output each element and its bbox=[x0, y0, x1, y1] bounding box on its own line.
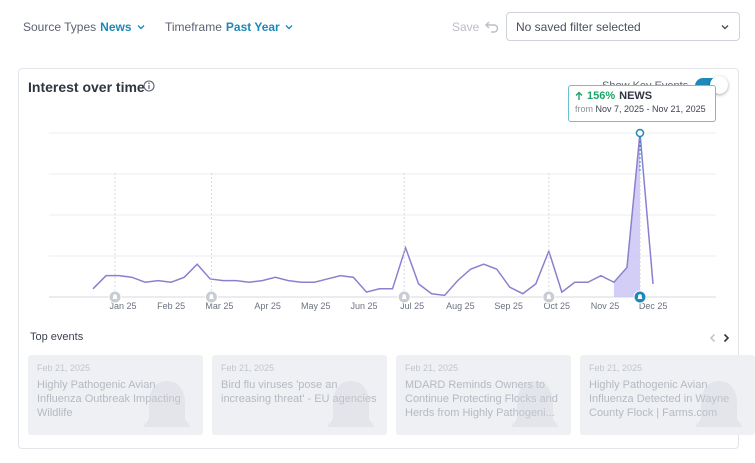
tooltip-from-label: from bbox=[575, 104, 593, 114]
event-date: Feb 21, 2025 bbox=[589, 363, 643, 373]
event-title: Highly Pathogenic Avian Influenza Detect… bbox=[589, 379, 730, 419]
x-tick-label: Nov 25 bbox=[591, 301, 620, 311]
x-tick-label: Jan 25 bbox=[109, 301, 136, 311]
event-image bbox=[695, 381, 743, 427]
event-date: Feb 21, 2025 bbox=[221, 363, 275, 373]
interest-line-chart: Jan 25 Feb 25 Mar 25 Apr 25 May 25 Jun 25 Jul … bbox=[49, 128, 716, 311]
source-types-label: Source Types bbox=[23, 20, 97, 34]
bell-icon bbox=[112, 294, 118, 299]
x-tick-label: Jul 25 bbox=[400, 301, 424, 311]
highlight-point bbox=[635, 128, 645, 138]
x-tick-label: Mar 25 bbox=[205, 301, 233, 311]
timeframe-label: Timeframe bbox=[165, 20, 222, 34]
save-button[interactable]: Save bbox=[452, 20, 480, 34]
x-tick-label: Oct 25 bbox=[544, 301, 571, 311]
prev-page-icon[interactable] bbox=[707, 332, 719, 344]
undo-icon[interactable] bbox=[484, 18, 500, 34]
event-image bbox=[143, 381, 191, 427]
saved-filter-value: No saved filter selected bbox=[516, 19, 641, 34]
timeframe-value: Past Year bbox=[225, 20, 280, 34]
event-card[interactable]: Feb 21, 2025 MDARD Reminds Owners to Con… bbox=[396, 355, 571, 435]
highlight-area bbox=[613, 133, 640, 297]
event-title: Highly Pathogenic Avian Influenza Outbre… bbox=[37, 379, 181, 419]
timeframe-filter[interactable]: Timeframe Past Year bbox=[165, 20, 294, 34]
x-tick-label: Dec 25 bbox=[639, 301, 668, 311]
chevron-down-icon bbox=[721, 24, 729, 29]
bell-icon bbox=[637, 294, 643, 299]
next-page-icon[interactable] bbox=[720, 332, 732, 344]
interest-over-time-card: Interest over time Show Key Events Jan 2… bbox=[18, 68, 755, 449]
x-tick-label: Aug 25 bbox=[446, 301, 475, 311]
event-image bbox=[511, 381, 559, 427]
event-date: Feb 21, 2025 bbox=[37, 363, 91, 373]
bell-icon bbox=[546, 294, 552, 299]
event-date: Feb 21, 2025 bbox=[405, 363, 459, 373]
tooltip-series: NEWS bbox=[619, 90, 653, 102]
source-types-value: News bbox=[100, 20, 132, 34]
event-card[interactable]: Feb 21, 2025 Highly Pathogenic Avian Inf… bbox=[28, 355, 203, 435]
x-tick-label: Feb 25 bbox=[157, 301, 185, 311]
tooltip-range: Nov 7, 2025 - Nov 21, 2025 bbox=[595, 104, 706, 114]
bell-icon bbox=[401, 294, 407, 299]
series-line bbox=[92, 132, 654, 297]
saved-filter-select[interactable]: No saved filter selected bbox=[506, 12, 740, 41]
info-icon[interactable] bbox=[143, 80, 155, 92]
x-tick-label: Jun 25 bbox=[350, 301, 377, 311]
event-card[interactable]: Feb 21, 2025 Highly Pathogenic Avian Inf… bbox=[580, 355, 755, 435]
filter-bar: Source Types News Timeframe Past Year Sa… bbox=[0, 0, 755, 58]
event-title: MDARD Reminds Owners to Continue Protect… bbox=[405, 379, 558, 419]
chart-tooltip: 156% NEWS from Nov 7, 2025 - Nov 21, 202… bbox=[568, 85, 716, 122]
x-tick-label: May 25 bbox=[301, 301, 331, 311]
bell-icon bbox=[208, 294, 214, 299]
top-events-title: Top events bbox=[30, 331, 84, 343]
event-card[interactable]: Feb 21, 2025 Bird flu viruses 'pose an i… bbox=[212, 355, 387, 435]
event-image bbox=[327, 381, 375, 427]
arrow-up-icon bbox=[575, 91, 583, 100]
chevron-down-icon bbox=[285, 25, 293, 30]
chevron-down-icon bbox=[137, 25, 145, 30]
tooltip-change: 156% bbox=[587, 90, 616, 102]
x-tick-label: Sep 25 bbox=[494, 301, 523, 311]
x-tick-label: Apr 25 bbox=[254, 301, 281, 311]
source-types-filter[interactable]: Source Types News bbox=[23, 20, 146, 34]
card-title: Interest over time bbox=[28, 79, 145, 95]
event-title: Bird flu viruses 'pose an increasing thr… bbox=[221, 379, 377, 405]
